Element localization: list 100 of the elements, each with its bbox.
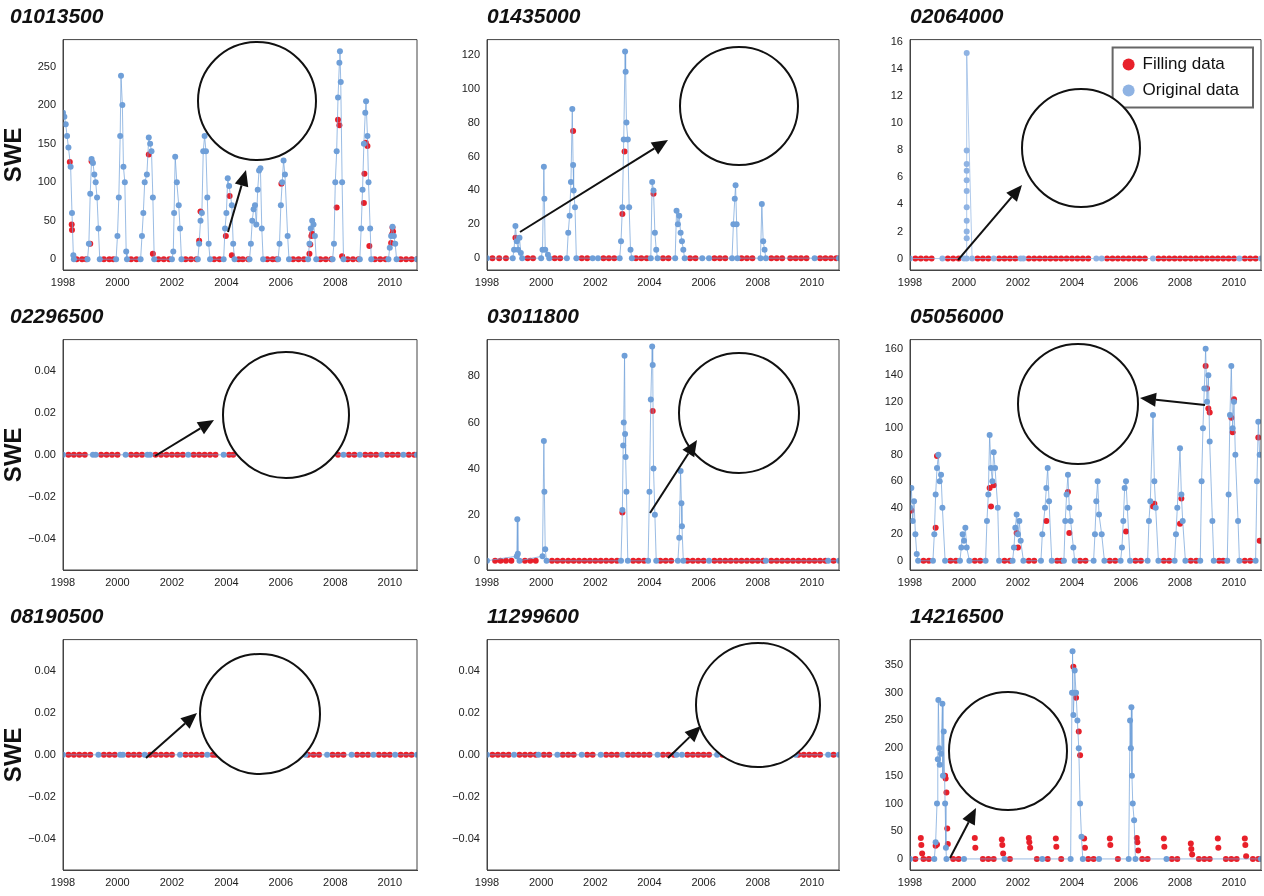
y-axis-title: SWE <box>0 127 27 183</box>
x-tick-label: 2000 <box>105 275 130 288</box>
chart-title: 01013500 <box>10 4 104 28</box>
x-tick-label: 2004 <box>637 575 662 588</box>
y-tick-label: 60 <box>467 149 480 162</box>
x-tick-label: 2006 <box>268 875 294 888</box>
x-tick-label: 2008 <box>323 275 348 288</box>
y-tick-label: 50 <box>890 824 903 837</box>
y-tick-label: 160 <box>884 341 903 354</box>
x-tick-label: 2008 <box>323 875 348 888</box>
y-tick-label: −0.02 <box>452 789 480 802</box>
x-tick-label: 2004 <box>1059 275 1085 288</box>
y-tick-label: 0 <box>896 251 903 264</box>
y-tick-label: 2 <box>896 224 903 237</box>
y-tick-label: 80 <box>890 447 903 460</box>
x-tick-label: 2008 <box>1167 575 1193 588</box>
x-tick-label: 1998 <box>50 875 76 888</box>
x-tick-label: 2000 <box>951 575 977 588</box>
y-tick-label: 40 <box>467 461 480 474</box>
x-tick-label: 1998 <box>474 875 500 888</box>
x-tick-label: 1998 <box>474 275 500 288</box>
y-tick-label: 20 <box>467 507 480 520</box>
x-tick-label: 2010 <box>377 275 403 288</box>
y-tick-label: 250 <box>884 713 903 726</box>
y-tick-label: 20 <box>467 217 480 230</box>
chart-title: 05056000 <box>910 304 1004 328</box>
y-tick-label: 40 <box>467 183 480 196</box>
y-tick-label: 120 <box>884 394 903 407</box>
x-tick-label: 2004 <box>1059 575 1085 588</box>
y-tick-label: 20 <box>890 527 903 540</box>
chart-title: 08190500 <box>10 604 104 628</box>
y-tick-label: 100 <box>461 81 480 94</box>
y-tick-label: 4 <box>896 197 903 210</box>
x-tick-label: 2006 <box>1113 275 1139 288</box>
x-tick-label: 2008 <box>745 575 771 588</box>
x-tick-label: 1998 <box>897 275 923 288</box>
y-tick-label: 0.00 <box>458 747 480 760</box>
y-tick-label: 120 <box>461 47 480 60</box>
x-tick-label: 1998 <box>897 875 923 888</box>
y-tick-label: 200 <box>37 98 56 111</box>
x-tick-label: 2000 <box>528 575 554 588</box>
y-tick-label: 140 <box>884 368 903 381</box>
x-tick-label: 2006 <box>691 275 716 288</box>
y-tick-label: 12 <box>890 89 903 102</box>
x-tick-label: 2004 <box>214 575 239 588</box>
y-tick-label: −0.04 <box>28 531 56 544</box>
y-tick-label: 300 <box>884 685 903 698</box>
x-tick-label: 2010 <box>1221 275 1247 288</box>
x-tick-label: 2000 <box>951 875 977 888</box>
y-tick-label: 0.04 <box>458 664 480 677</box>
x-tick-label: 2000 <box>951 275 977 288</box>
y-tick-label: −0.04 <box>28 831 56 844</box>
x-tick-label: 2000 <box>105 875 130 888</box>
x-tick-label: 2002 <box>159 875 185 888</box>
y-tick-label: 16 <box>890 35 903 48</box>
y-tick-label: 6 <box>896 170 903 183</box>
x-tick-label: 1998 <box>897 575 923 588</box>
legend-label: Filling data <box>1142 54 1226 74</box>
x-tick-label: 2010 <box>799 575 825 588</box>
x-tick-label: 2004 <box>637 875 662 888</box>
y-tick-label: 0 <box>473 553 480 566</box>
x-tick-label: 2006 <box>1113 875 1139 888</box>
y-tick-label: 8 <box>896 143 903 156</box>
y-axis-title: SWE <box>0 727 27 783</box>
y-tick-label: −0.02 <box>28 489 56 502</box>
x-tick-label: 2006 <box>691 575 716 588</box>
y-tick-label: 100 <box>37 175 56 188</box>
y-tick-label: 0 <box>473 251 480 264</box>
y-tick-label: −0.02 <box>28 789 56 802</box>
x-tick-label: 2008 <box>745 875 771 888</box>
y-tick-label: 10 <box>890 116 903 129</box>
x-tick-label: 2000 <box>105 575 130 588</box>
x-tick-label: 2002 <box>583 875 608 888</box>
y-tick-label: 0.02 <box>34 705 56 718</box>
x-tick-label: 2008 <box>1167 275 1193 288</box>
y-tick-label: 14 <box>890 62 903 75</box>
y-tick-label: 250 <box>37 59 56 72</box>
x-tick-label: 2002 <box>1005 875 1031 888</box>
chart-title: 01435000 <box>487 4 581 28</box>
y-tick-label: 150 <box>884 768 903 781</box>
y-tick-label: 0 <box>49 252 56 265</box>
x-tick-label: 2004 <box>214 275 239 288</box>
x-tick-label: 2006 <box>691 875 716 888</box>
chart-title: 02296500 <box>10 304 104 328</box>
y-tick-label: 80 <box>467 369 480 382</box>
x-tick-label: 2010 <box>1221 875 1247 888</box>
x-tick-label: 2010 <box>1221 575 1247 588</box>
legend-label: Original data <box>1142 80 1240 100</box>
chart-title: 02064000 <box>910 4 1004 28</box>
chart-title: 14216500 <box>910 604 1004 628</box>
x-tick-label: 2002 <box>159 575 185 588</box>
y-tick-label: 150 <box>37 136 56 149</box>
x-tick-label: 2004 <box>637 275 662 288</box>
x-tick-label: 2000 <box>528 275 554 288</box>
x-tick-label: 2000 <box>528 875 554 888</box>
y-tick-label: 40 <box>890 500 903 513</box>
y-tick-label: 60 <box>467 415 480 428</box>
x-tick-label: 2008 <box>323 575 348 588</box>
y-tick-label: −0.04 <box>452 831 480 844</box>
y-tick-label: 0 <box>896 553 903 566</box>
